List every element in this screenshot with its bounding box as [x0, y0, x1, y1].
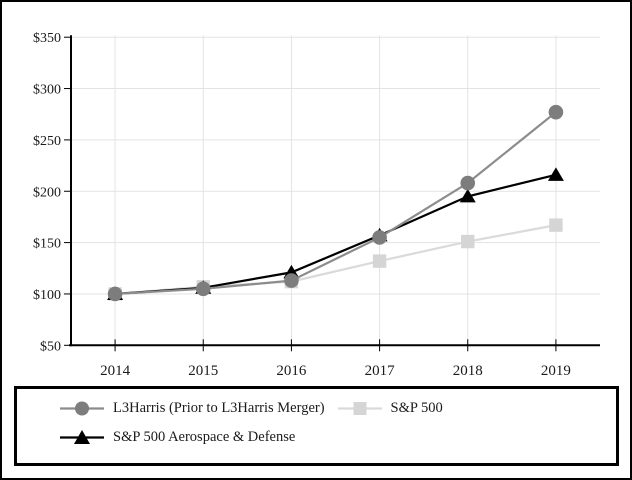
x-tick-label: 2017 — [365, 363, 396, 379]
axes — [64, 35, 600, 352]
x-tick-label: 2015 — [188, 363, 218, 379]
y-tick-label: $150 — [33, 237, 61, 252]
x-tick-label: 2014 — [100, 363, 131, 379]
legend-row: L3Harris (Prior to L3Harris Merger) S&P 5… — [60, 399, 616, 417]
x-tick-label: 2016 — [276, 363, 307, 379]
legend-label: S&P 500 — [390, 399, 443, 416]
series-triangle — [107, 167, 564, 300]
performance-line-chart: $350 $300 $250 $200 $150 $100 $50 2014 2015 2016 2… — [33, 31, 600, 379]
x-tick-label: 2018 — [453, 363, 483, 379]
y-tick-label: $350 — [33, 31, 61, 46]
square-marker-icon — [337, 402, 382, 415]
legend-label: S&P 500 Aerospace & Defense — [113, 428, 296, 445]
y-tick-label: $300 — [33, 83, 61, 98]
series-circle — [107, 104, 564, 302]
gridlines — [71, 35, 600, 346]
legend-entry-l3harris: L3Harris (Prior to L3Harris Merger) — [60, 399, 325, 417]
x-tick-label: 2019 — [541, 363, 571, 379]
legend-entry-sp500-aerospace-defense: S&P 500 Aerospace & Defense — [60, 428, 295, 446]
axis-labels: $350 $300 $250 $200 $150 $100 $50 2014 2015 2016 2… — [33, 31, 571, 379]
y-tick-label: $100 — [33, 288, 61, 303]
legend-row: S&P 500 Aerospace & Defense — [60, 428, 616, 446]
legend-label: L3Harris (Prior to L3Harris Merger) — [113, 399, 325, 416]
y-tick-label: $50 — [40, 339, 61, 354]
legend-box: L3Harris (Prior to L3Harris Merger) S&P 5… — [14, 386, 619, 466]
triangle-marker-icon — [60, 430, 104, 444]
legend-entry-sp500: S&P 500 — [337, 399, 443, 417]
circle-marker-icon — [60, 401, 104, 416]
y-tick-label: $250 — [33, 134, 61, 149]
y-tick-label: $200 — [33, 185, 61, 200]
